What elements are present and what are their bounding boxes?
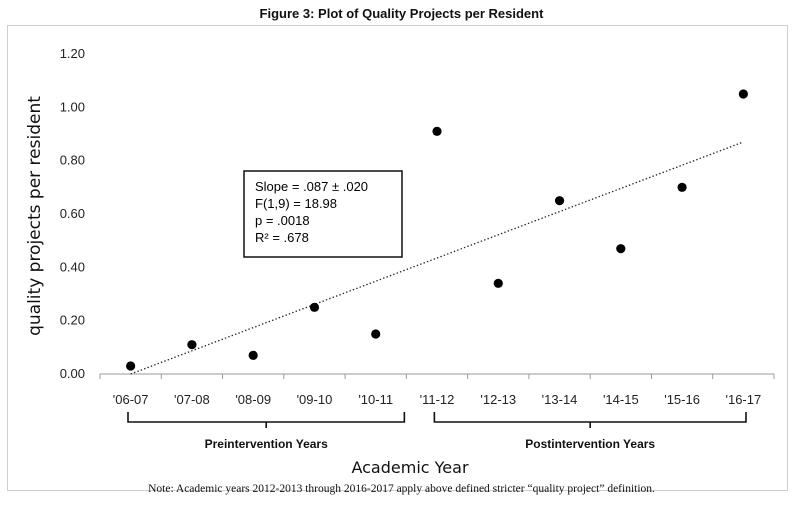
x-tick-label: '09-10 xyxy=(297,392,333,407)
footnote: Note: Academic years 2012-2013 through 2… xyxy=(148,483,655,495)
x-tick-label: '12-13 xyxy=(480,392,516,407)
period-label: Preintervention Years xyxy=(205,437,328,451)
chart-frame xyxy=(7,25,788,491)
annotation-line: R² = .678 xyxy=(255,230,309,245)
x-tick-label: '13-14 xyxy=(542,392,578,407)
data-point xyxy=(432,126,442,136)
y-tick-label: 1.20 xyxy=(60,46,85,61)
y-tick-label: 0.60 xyxy=(60,206,85,221)
trendline xyxy=(130,141,744,375)
data-point xyxy=(187,340,197,350)
data-point xyxy=(126,361,136,371)
annotation-line: F(1,9) = 18.98 xyxy=(255,196,337,211)
y-tick-label: 1.00 xyxy=(60,99,85,114)
period-bracket xyxy=(433,412,747,428)
trendline-layer xyxy=(130,141,744,375)
x-tick-label: '16-17 xyxy=(725,392,761,407)
data-point xyxy=(677,182,687,192)
data-point xyxy=(493,278,503,288)
y-tick-label: 0.00 xyxy=(60,366,85,381)
data-point xyxy=(616,244,626,254)
x-tick-label: '10-11 xyxy=(358,392,393,407)
x-tick-label: '08-09 xyxy=(235,392,271,407)
period-bracket xyxy=(127,412,406,428)
annotation-box xyxy=(243,170,403,258)
y-tick-label: 0.40 xyxy=(60,259,85,274)
data-point xyxy=(738,89,748,99)
y-axis-label: quality projects per resident xyxy=(25,96,45,336)
annotation-line: p = .0018 xyxy=(255,213,310,228)
x-tick-label: '11-12 xyxy=(420,392,455,407)
y-tick-labels: 0.00 0.20 0.40 0.60 0.80 1.00 1.20 xyxy=(60,46,85,381)
x-axis-label: Academic Year xyxy=(351,458,468,477)
period-brackets: Preintervention Years Postintervention Ye… xyxy=(127,412,747,451)
data-points xyxy=(126,89,748,371)
y-tick-label: 0.20 xyxy=(60,313,85,328)
x-tick-labels: '06-07 '07-08 '08-09 '09-10 '10-11 '11-12 '12-… xyxy=(99,374,775,407)
data-point xyxy=(554,196,565,206)
x-tick-label: '07-08 xyxy=(174,392,210,407)
data-point xyxy=(248,350,258,360)
data-point xyxy=(371,329,381,339)
x-tick-label: '14-15 xyxy=(603,392,639,407)
x-tick-label: '06-07 xyxy=(113,392,149,407)
figure-title: Figure 3: Plot of Quality Projects per R… xyxy=(259,6,544,21)
data-point xyxy=(309,302,320,312)
y-tick-label: 0.80 xyxy=(60,153,85,168)
x-tick-label: '15-16 xyxy=(664,392,700,407)
regression-annotation: Slope = .087 ± .020 F(1,9) = 18.98 p = .00… xyxy=(243,170,403,258)
annotation-line: Slope = .087 ± .020 xyxy=(255,179,368,194)
period-label: Postintervention Years xyxy=(525,437,655,451)
